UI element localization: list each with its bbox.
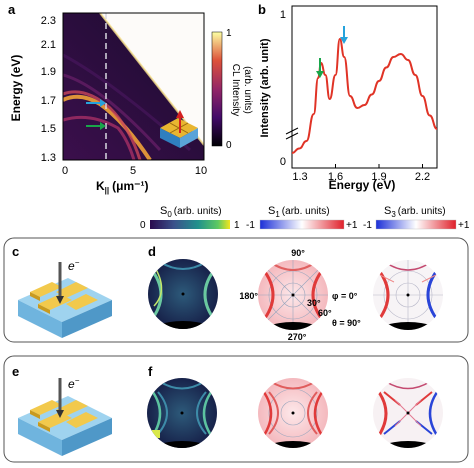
svg-text:90°: 90° [291, 248, 305, 258]
polar-map-f-s1 [258, 378, 328, 448]
svg-text:1: 1 [234, 220, 240, 231]
panel-a-colorbar-label: CL Intensity [230, 64, 241, 116]
ytick-1.9: 1.9 [41, 66, 56, 78]
panel-a-xlabel: K|| (μm⁻¹) [96, 179, 149, 195]
panel-a-inset-structure [160, 110, 198, 148]
panel-letter-d: d [148, 244, 156, 259]
colorbar-s0: S0 (arb. units) 0 1 [140, 205, 240, 231]
panel-a-colorbar-unit: (arb. units) [242, 66, 253, 114]
svg-text:+1: +1 [458, 220, 470, 231]
panel-b-xlabel: Energy (eV) [329, 178, 396, 192]
panel-b-ylabel: Intensity (arb. unit) [259, 38, 271, 137]
ytick-1.5: 1.5 [41, 123, 56, 135]
svg-text:180°: 180° [239, 291, 258, 301]
panel-b-green-arrow [316, 58, 324, 78]
panel-c-structure [18, 262, 112, 338]
panel-b-xtick-label: 1.9 [371, 171, 386, 183]
ytick-1.3: 1.3 [41, 152, 56, 164]
svg-text:-1: -1 [246, 220, 255, 231]
panel-b-ytick-1: 1 [280, 9, 286, 21]
ytick-2.1: 2.1 [41, 39, 56, 51]
polar-labels: 90° 180° φ = 0° 270° 30° 60° θ = 90° [239, 248, 361, 342]
polar-map-d-s0 [148, 259, 218, 329]
svg-text:+1: +1 [346, 220, 358, 231]
panel-b-xticks: 1.3 1.6 1.9 2.2 [291, 164, 430, 183]
colorbar-s3: S3 (arb. units) -1 +1 [363, 205, 470, 231]
svg-text:-1: -1 [363, 220, 372, 231]
svg-text:S3(arb. units): S3 (arb. units) [384, 205, 446, 219]
svg-text:30°: 30° [307, 298, 321, 308]
panel-letter-a: a [8, 2, 16, 17]
panel-letter-f: f [148, 364, 153, 379]
panel-a-xticks: 0 5 10 [62, 165, 207, 177]
panel-letter-e: e [12, 364, 19, 379]
svg-text:60°: 60° [318, 308, 332, 318]
panel-b-xtick-label: 1.3 [292, 171, 307, 183]
axis-break-icon [285, 127, 299, 140]
panel-b-ytick-0: 0 [280, 156, 286, 168]
panel-b-spectrum-line [291, 37, 438, 154]
panel-a-yticks: 2.3 2.1 1.9 1.7 1.5 1.3 [41, 15, 56, 164]
panel-b-frame [291, 5, 438, 169]
ytick-1.7: 1.7 [41, 95, 56, 107]
xtick-0: 0 [62, 165, 68, 177]
electron-label-c: e− [68, 258, 80, 273]
colorbar-s1: S1 (arb. units) -1 +1 [246, 205, 358, 231]
svg-text:270°: 270° [288, 332, 307, 342]
svg-text:S0(arb. units): S0 (arb. units) [160, 205, 222, 219]
panel-a-colorbar-min: 0 [226, 140, 232, 151]
panel-letter-b: b [258, 2, 266, 17]
svg-text:S1(arb. units): S1 (arb. units) [268, 205, 330, 219]
panel-e-structure [18, 378, 112, 456]
polar-map-f-s0 [147, 378, 217, 448]
panel-a-colorbar [211, 31, 223, 147]
ytick-2.3: 2.3 [41, 15, 56, 27]
row-cd-frame [3, 237, 469, 343]
xtick-10: 10 [195, 165, 207, 177]
xtick-5: 5 [130, 165, 136, 177]
svg-text:θ = 90°: θ = 90° [332, 318, 361, 328]
row-ef-frame [3, 355, 469, 463]
polar-map-d-s3 [373, 260, 443, 330]
panel-b-xtick-label: 2.2 [415, 171, 430, 183]
panel-letter-c: c [12, 244, 19, 259]
panel-b-blue-arrow [340, 26, 348, 44]
panel-a-frame [62, 12, 205, 161]
panel-a-ylabel: Energy (eV) [9, 55, 23, 122]
panel-a-colorbar-max: 1 [226, 28, 232, 39]
polar-map-f-s3 [373, 378, 443, 448]
electron-label-e: e− [68, 376, 80, 391]
svg-text:0: 0 [140, 220, 146, 231]
svg-text:φ = 0°: φ = 0° [332, 291, 358, 301]
panel-b-xtick-label: 1.6 [328, 171, 343, 183]
